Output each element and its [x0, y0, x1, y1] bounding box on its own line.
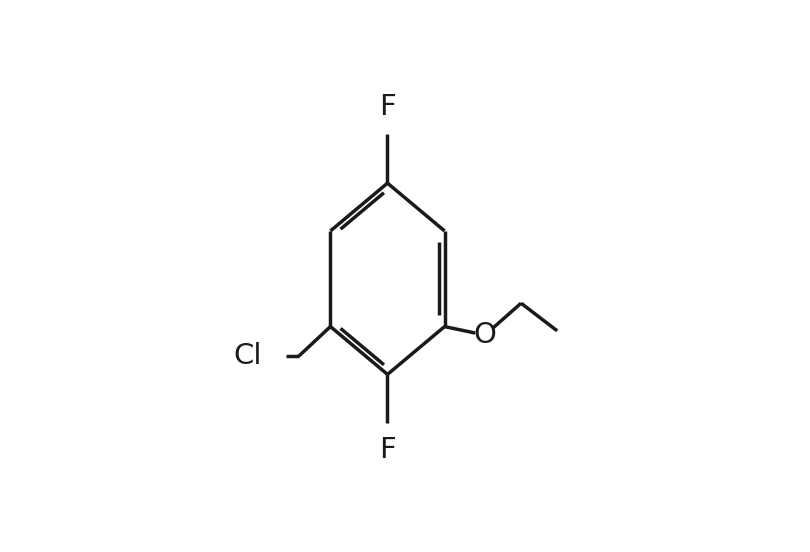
Text: F: F [379, 93, 396, 121]
Text: O: O [474, 321, 497, 349]
Text: Cl: Cl [233, 342, 262, 370]
Text: F: F [379, 436, 396, 464]
